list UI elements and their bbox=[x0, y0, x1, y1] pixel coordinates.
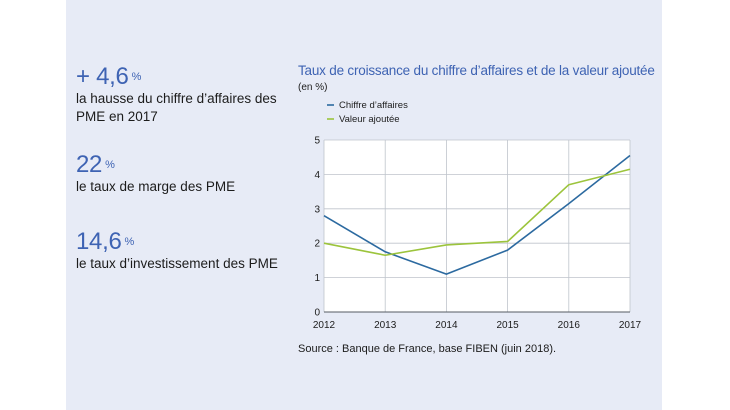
source-note: Source : Banque de France, base FIBEN (j… bbox=[298, 343, 557, 355]
y-tick-label: 0 bbox=[314, 308, 320, 319]
kpi-unit: % bbox=[124, 236, 135, 248]
y-tick-label: 2 bbox=[314, 239, 320, 250]
x-tick-label: 2016 bbox=[558, 320, 581, 331]
legend-label: Chiffre d’affaires bbox=[339, 100, 408, 111]
series-line-1 bbox=[323, 154, 631, 275]
x-tick-label: 2014 bbox=[435, 320, 458, 331]
kpi-margin-rate: 22% le taux de marge des PME bbox=[76, 152, 286, 196]
y-tick-label: 4 bbox=[314, 170, 320, 181]
x-tick-label: 2017 bbox=[619, 320, 642, 331]
y-tick-label: 5 bbox=[314, 136, 320, 147]
kpi-investment-rate: 14,6% le taux d’investissement des PME bbox=[76, 229, 286, 273]
kpi-label: le taux d’investissement des PME bbox=[76, 256, 278, 271]
x-tick-label: 2015 bbox=[496, 320, 519, 331]
legend-label: Valeur ajoutée bbox=[339, 114, 400, 125]
x-tick-label: 2013 bbox=[374, 320, 397, 331]
kpi-unit: % bbox=[105, 159, 115, 171]
kpi-value: + 4,6 bbox=[76, 63, 129, 90]
series-line-2 bbox=[323, 168, 631, 257]
kpi-unit: % bbox=[131, 71, 142, 83]
chart-title: Taux de croissance du chiffre d’affaires… bbox=[298, 63, 655, 78]
kpi-value: 14,6 bbox=[76, 228, 122, 255]
chart-unit-label: (en %) bbox=[298, 82, 328, 93]
y-tick-label: 1 bbox=[314, 273, 320, 284]
kpi-revenue-growth: + 4,6% la hausse du chiffre d’affaires d… bbox=[76, 64, 286, 126]
kpi-label: le taux de marge des PME bbox=[76, 179, 236, 194]
plot-area bbox=[324, 140, 630, 312]
kpi-value: 22 bbox=[76, 151, 103, 178]
kpi-label: la hausse du chiffre d’affaires des PME … bbox=[76, 91, 277, 124]
y-tick-label: 3 bbox=[314, 204, 320, 215]
x-tick-label: 2012 bbox=[313, 320, 336, 331]
